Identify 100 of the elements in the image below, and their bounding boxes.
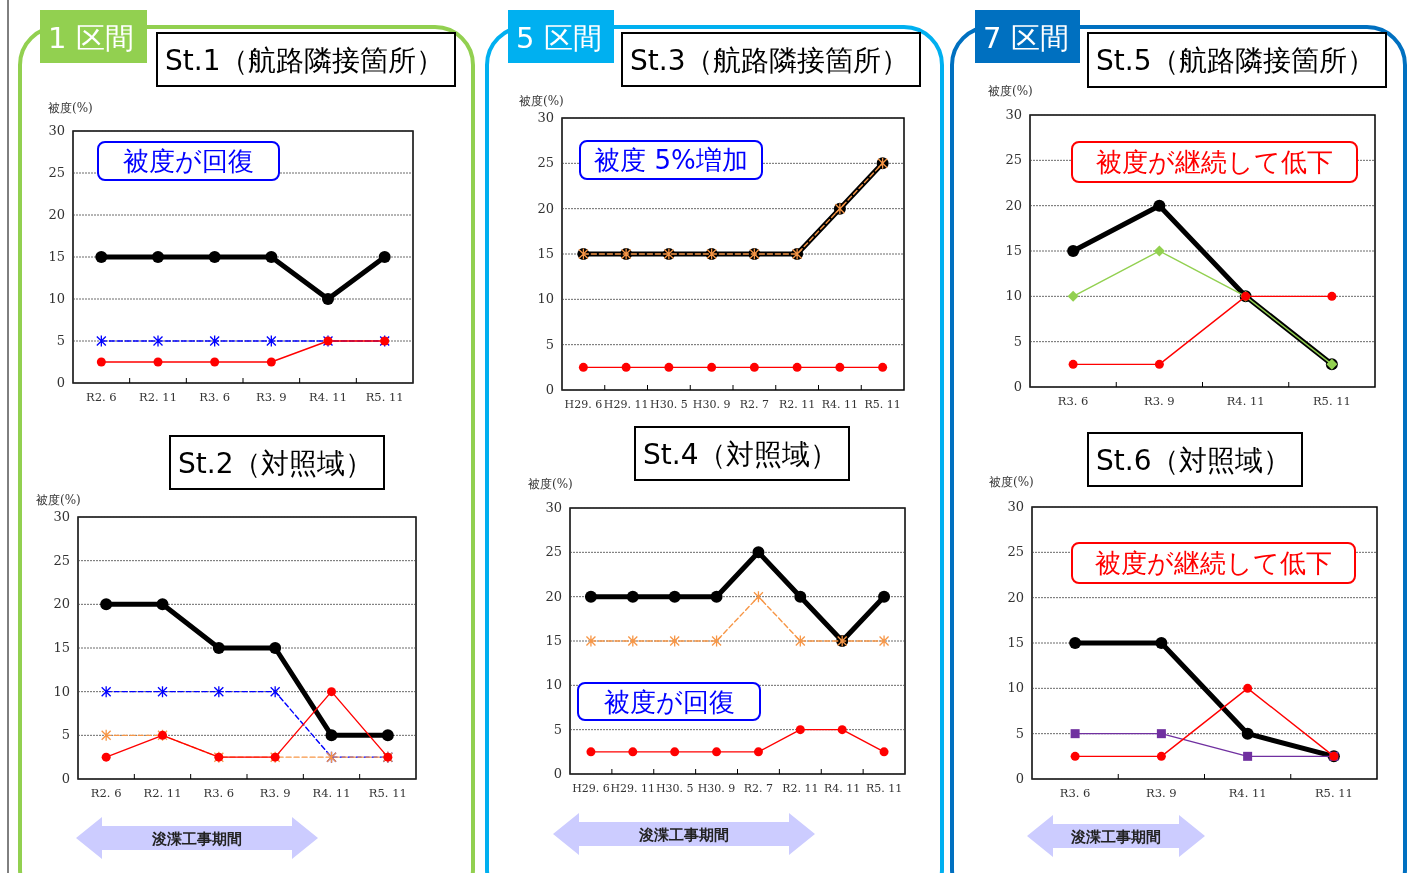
y-tick-label: 5 bbox=[553, 721, 562, 737]
x-tick-label: R5. 11 bbox=[864, 398, 901, 411]
y-tick-label: 20 bbox=[537, 200, 554, 216]
x-tick-label: R2. 7 bbox=[739, 398, 770, 411]
text: 5 区間 bbox=[516, 21, 602, 55]
annotation: 被度が継続して低下 bbox=[1095, 548, 1332, 578]
x-tick-label: R4. 11 bbox=[312, 786, 351, 800]
y-tick-label: 0 bbox=[545, 382, 554, 397]
y-tick-label: 10 bbox=[48, 291, 65, 306]
chart-title: St.1（航路隣接箇所） bbox=[165, 43, 445, 77]
x-tick-label: R2. 11 bbox=[778, 398, 816, 411]
x-tick-label: R3. 9 bbox=[1144, 394, 1175, 408]
y-tick-label: 20 bbox=[545, 588, 562, 604]
x-tick-label: R3. 9 bbox=[259, 786, 291, 800]
annotation: 被度 5%増加 bbox=[594, 145, 748, 175]
annotation: 被度が回復 bbox=[603, 686, 735, 717]
y-tick-label: 20 bbox=[1007, 589, 1024, 605]
text: 浚渫工事期間 bbox=[151, 830, 242, 848]
y-axis-title: 被度(%) bbox=[36, 493, 81, 507]
x-tick-label: H29. 11 bbox=[603, 398, 649, 411]
y-tick-label: 30 bbox=[1007, 499, 1024, 514]
y-tick-label: 15 bbox=[545, 633, 562, 648]
y-tick-label: 10 bbox=[1007, 680, 1024, 696]
x-tick-label: R3. 6 bbox=[1059, 786, 1091, 800]
x-tick-label: R3. 6 bbox=[199, 390, 230, 404]
y-tick-label: 10 bbox=[537, 291, 554, 307]
y-tick-label: 20 bbox=[53, 596, 70, 612]
y-tick-label: 30 bbox=[48, 123, 65, 138]
x-tick-label: H30. 9 bbox=[697, 782, 736, 795]
y-tick-label: 15 bbox=[537, 246, 554, 261]
chart-title: St.5（航路隣接箇所） bbox=[1096, 44, 1376, 77]
chart-title: St.4（対照域） bbox=[643, 437, 839, 471]
y-tick-label: 25 bbox=[48, 165, 65, 180]
y-tick-label: 15 bbox=[1005, 243, 1022, 258]
x-tick-label: R4. 11 bbox=[309, 390, 347, 404]
y-axis-title: 被度(%) bbox=[48, 101, 93, 115]
y-tick-label: 5 bbox=[61, 727, 70, 743]
x-tick-label: R4. 11 bbox=[821, 398, 859, 411]
annotation: 被度が継続して低下 bbox=[1096, 147, 1333, 177]
y-tick-label: 5 bbox=[56, 333, 65, 348]
annotation: 被度が回復 bbox=[123, 146, 254, 176]
x-tick-label: H30. 5 bbox=[655, 782, 694, 795]
y-tick-label: 5 bbox=[1015, 725, 1024, 741]
y-tick-label: 30 bbox=[537, 110, 554, 125]
y-tick-label: 10 bbox=[545, 677, 562, 693]
chart-title: St.3（航路隣接箇所） bbox=[630, 43, 910, 77]
y-tick-label: 15 bbox=[48, 249, 65, 264]
y-tick-label: 30 bbox=[1005, 107, 1022, 122]
x-tick-label: R3. 6 bbox=[203, 786, 235, 800]
y-axis-title: 被度(%) bbox=[988, 84, 1033, 98]
x-tick-label: H30. 9 bbox=[692, 398, 731, 411]
y-tick-label: 10 bbox=[1005, 288, 1022, 304]
y-tick-label: 5 bbox=[545, 336, 554, 352]
x-tick-label: R4. 11 bbox=[1226, 394, 1265, 408]
y-tick-label: 5 bbox=[1013, 333, 1022, 349]
x-tick-label: R2. 6 bbox=[90, 786, 122, 800]
x-tick-label: R4. 11 bbox=[824, 782, 861, 795]
y-tick-label: 0 bbox=[553, 766, 562, 781]
y-tick-label: 15 bbox=[1007, 635, 1024, 650]
y-tick-label: 20 bbox=[1005, 197, 1022, 213]
y-tick-label: 25 bbox=[1005, 152, 1022, 168]
x-tick-label: R4. 11 bbox=[1228, 786, 1267, 800]
x-tick-label: R5. 11 bbox=[1314, 786, 1353, 800]
x-tick-label: R5. 11 bbox=[368, 786, 407, 800]
x-tick-label: R5. 11 bbox=[865, 782, 903, 795]
y-tick-label: 25 bbox=[53, 552, 70, 568]
y-axis-title: 被度(%) bbox=[519, 94, 564, 108]
chart-title: St.6（対照域） bbox=[1096, 443, 1292, 477]
x-tick-label: H29. 6 bbox=[564, 398, 603, 411]
x-tick-label: R2. 11 bbox=[143, 786, 182, 800]
y-tick-label: 10 bbox=[53, 683, 70, 699]
y-tick-label: 30 bbox=[545, 500, 562, 515]
x-tick-label: R2. 11 bbox=[782, 782, 819, 795]
x-tick-label: R5. 11 bbox=[365, 390, 404, 404]
y-tick-label: 0 bbox=[61, 771, 70, 786]
x-tick-label: R3. 9 bbox=[1146, 786, 1177, 800]
y-tick-label: 0 bbox=[1013, 379, 1022, 394]
y-axis-title: 被度(%) bbox=[989, 475, 1034, 489]
text: 浚渫工事期間 bbox=[1070, 828, 1161, 846]
text: 1 区間 bbox=[48, 21, 134, 55]
x-tick-label: R3. 6 bbox=[1057, 394, 1089, 408]
y-tick-label: 25 bbox=[545, 544, 562, 560]
y-tick-label: 25 bbox=[1007, 544, 1024, 560]
y-tick-label: 30 bbox=[53, 509, 70, 524]
y-tick-label: 0 bbox=[1015, 771, 1024, 786]
y-tick-label: 25 bbox=[537, 155, 554, 171]
y-tick-label: 15 bbox=[53, 640, 70, 655]
text: 7 区間 bbox=[983, 21, 1069, 55]
x-tick-label: R5. 11 bbox=[1312, 394, 1351, 408]
y-tick-label: 20 bbox=[48, 207, 65, 222]
y-axis-title: 被度(%) bbox=[528, 477, 573, 491]
x-tick-label: R2. 11 bbox=[139, 390, 177, 404]
x-tick-label: R2. 7 bbox=[743, 782, 774, 795]
x-tick-label: H30. 5 bbox=[650, 398, 688, 411]
x-tick-label: H29. 11 bbox=[610, 782, 656, 795]
x-tick-label: R2. 6 bbox=[86, 390, 117, 404]
x-tick-label: H29. 6 bbox=[572, 782, 610, 795]
text: 浚渫工事期間 bbox=[638, 826, 729, 844]
chart-title: St.2（対照域） bbox=[178, 446, 374, 480]
y-tick-label: 0 bbox=[56, 375, 65, 390]
